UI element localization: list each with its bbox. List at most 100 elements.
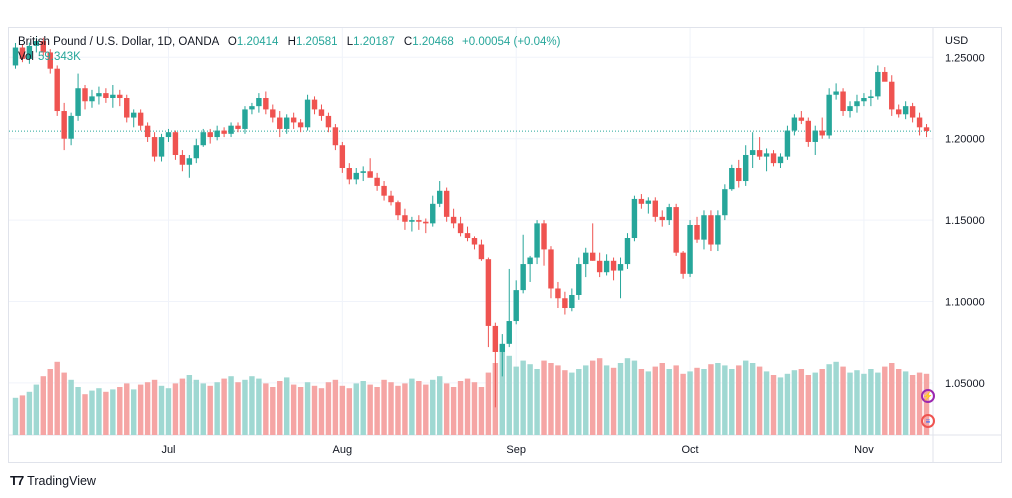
volume-bar [798, 369, 805, 435]
candle-body [207, 132, 213, 138]
candle-body [325, 115, 332, 128]
volume-bar [304, 382, 311, 435]
volume-bar [353, 383, 359, 435]
candle-body [450, 216, 457, 224]
candle-body [68, 115, 74, 139]
volume-bar [576, 369, 582, 435]
volume-bar [158, 385, 165, 435]
volume-bar [513, 366, 519, 435]
candle-body [96, 93, 102, 97]
volume-bar [436, 376, 443, 435]
candle-body [436, 190, 443, 204]
candle-body [103, 93, 109, 99]
symbol-title[interactable]: British Pound / U.S. Dollar, 1D, OANDA [18, 36, 219, 48]
close-label: C [403, 36, 413, 48]
low-label: L [346, 36, 354, 48]
currency-label[interactable]: USD [945, 35, 969, 47]
candle-body [868, 96, 874, 99]
volume-bar [506, 355, 512, 435]
volume-bar [777, 377, 784, 435]
volume-bar [193, 379, 200, 435]
volume-bar [144, 382, 151, 435]
volume-bar [277, 381, 283, 435]
x-tick-label: Jul [161, 444, 175, 456]
candle-body [589, 252, 596, 261]
tradingview-logo-icon: T7 [10, 473, 24, 488]
volume-bar [617, 363, 624, 435]
lightning-icon[interactable]: ⚡ [921, 389, 935, 403]
volume-bar [110, 389, 116, 435]
candle-body [47, 52, 53, 69]
volume-bar [909, 375, 916, 435]
volume-bar [311, 385, 318, 435]
candle-body [826, 94, 832, 136]
candle-body [889, 81, 895, 110]
candle-body [861, 98, 867, 102]
volume-label[interactable]: Vol [18, 51, 34, 63]
candle-body [895, 109, 902, 115]
candle-body [513, 290, 519, 322]
candle-body [784, 130, 791, 157]
candle-body [555, 288, 561, 299]
candle-body [179, 154, 186, 165]
candle-body [485, 259, 492, 326]
candle-body [290, 117, 297, 123]
volume-bar [749, 363, 756, 435]
volume-bar [89, 390, 95, 435]
volume-bar [124, 383, 130, 435]
candle-body [666, 207, 672, 221]
y-tick-label: 1.10000 [945, 297, 985, 309]
x-tick-label: Nov [854, 444, 874, 456]
y-tick-label: 1.15000 [945, 215, 985, 227]
volume-bar [325, 382, 332, 435]
candle-body [381, 185, 387, 196]
candle-body [527, 257, 533, 265]
volume-bar [562, 370, 568, 435]
candle-body [270, 109, 276, 118]
volume-bar [256, 378, 262, 435]
volume-bar [485, 372, 492, 435]
volume-bar [40, 376, 47, 435]
candle-body [909, 106, 916, 118]
candle-body [736, 168, 742, 182]
candle-body [875, 71, 881, 97]
close-value: 1.20468 [412, 36, 454, 48]
volume-bar [548, 363, 554, 435]
volume-bar [659, 363, 665, 435]
volume-bar [242, 379, 248, 435]
candle-body [659, 216, 665, 221]
volume-bar [471, 382, 478, 435]
flag-icon[interactable]: ≡ [921, 414, 935, 428]
candle-body [541, 223, 547, 250]
volume-bar [82, 394, 88, 435]
volume-bar [583, 365, 589, 435]
candle-body [562, 298, 568, 309]
volume-bar [701, 369, 707, 435]
volume-bar [889, 363, 895, 435]
volume-bar [534, 369, 540, 435]
volume-bar [520, 360, 526, 435]
candle-body [402, 215, 408, 222]
y-tick-label: 1.25000 [945, 52, 985, 64]
candle-body [256, 98, 262, 107]
volume-bar [680, 373, 686, 435]
high-label: H [287, 36, 296, 48]
tradingview-brand[interactable]: T7 TradingView [10, 473, 96, 488]
volume-bar [784, 373, 791, 435]
volume-bar [179, 378, 186, 435]
y-tick-label: 1.05000 [945, 378, 985, 390]
high-value: 1.20581 [295, 36, 338, 48]
volume-bar [318, 388, 325, 435]
volume-bar [75, 387, 81, 435]
volume-bar [708, 364, 714, 435]
candle-body [624, 238, 631, 265]
candle-body [471, 238, 478, 245]
candle-body [534, 223, 540, 258]
volume-bar [33, 384, 40, 435]
candle-body [263, 98, 269, 110]
candle-body [756, 150, 763, 157]
volume-bar [68, 379, 74, 435]
volume-bar [374, 387, 380, 435]
candle-body [33, 41, 40, 46]
